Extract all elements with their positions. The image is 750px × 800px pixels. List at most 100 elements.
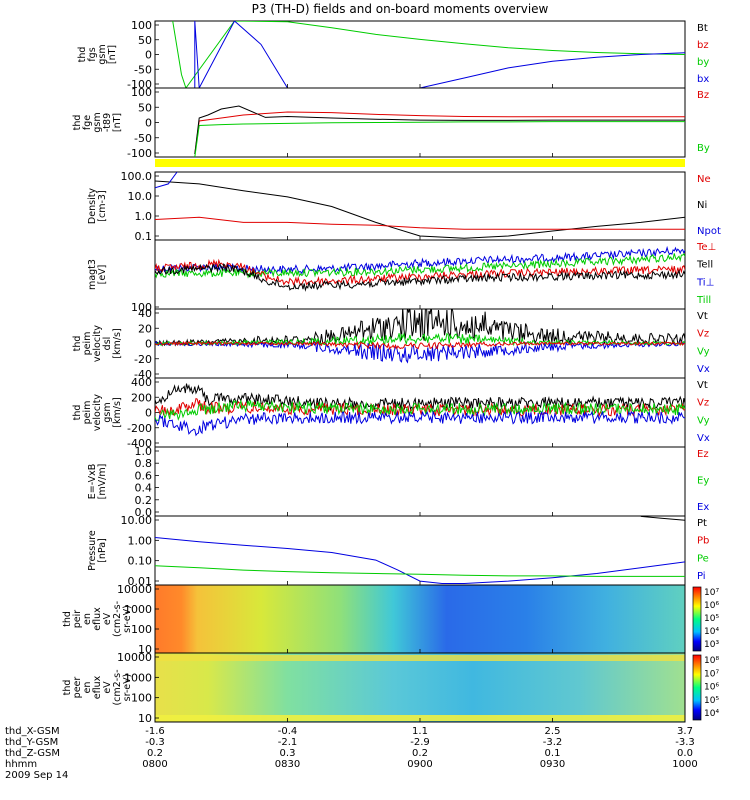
y-tick-label: 10000 bbox=[117, 583, 152, 596]
panel-pressure: 10.00 1.00 0.10 0.01 Pressure [nPa] Pt Pb Pe Pi bbox=[87, 514, 709, 588]
legend-label: Ni bbox=[697, 200, 707, 211]
y-axis-label-line: [nT] bbox=[107, 45, 118, 64]
y-axis-label-line: thd bbox=[77, 47, 88, 63]
y-tick-label: 20 bbox=[138, 322, 152, 335]
x-axis-value: 0800 bbox=[142, 759, 167, 770]
y-axis-label-line: sr-eV) bbox=[122, 605, 133, 633]
colorbar bbox=[692, 654, 702, 721]
y-axis-label: thd fge gsm -t89 [nT] bbox=[72, 112, 123, 132]
y-axis-label-line: thd bbox=[62, 611, 73, 627]
series-Vt bbox=[155, 383, 685, 412]
series-Vt bbox=[155, 309, 685, 347]
y-axis-label-line: eV bbox=[102, 681, 113, 694]
y-tick-label: 0.10 bbox=[128, 555, 153, 568]
y-axis-label-line: peer bbox=[72, 677, 83, 699]
colorbar-tick-label: 10⁷ bbox=[704, 588, 719, 598]
colorbar bbox=[692, 586, 702, 652]
y-axis-label: thd peim velocity gsm [km/s] bbox=[72, 394, 123, 432]
y-axis-label-line: sr-eV) bbox=[122, 674, 133, 702]
legend-label: Ey bbox=[697, 476, 709, 487]
panel-frame bbox=[154, 171, 686, 241]
y-axis-label-line: [nPa] bbox=[97, 538, 108, 563]
series-Te⊥ bbox=[155, 258, 685, 287]
y-tick-label: -50 bbox=[134, 63, 152, 76]
legend-label: Pb bbox=[697, 536, 709, 547]
y-tick-label: 50 bbox=[138, 101, 152, 114]
y-axis-label-line: -t89 bbox=[102, 113, 113, 132]
colorbar-tick-label: 10⁴ bbox=[704, 709, 719, 719]
y-axis-label-line: eV bbox=[102, 612, 113, 625]
y-axis-label-line: thd bbox=[72, 405, 83, 421]
series-Vz bbox=[155, 340, 685, 351]
series-by bbox=[172, 21, 685, 88]
x-axis-value: 3.7 bbox=[677, 726, 693, 737]
panel-frame bbox=[154, 446, 686, 517]
legend-label: Till bbox=[696, 295, 711, 306]
series-Ti⊥ bbox=[155, 245, 685, 275]
legend-label: Vy bbox=[697, 415, 710, 426]
y-tick-label: -40 bbox=[134, 368, 152, 381]
panel-density: 100.0 10.0 1.0 0.1 Density [cm-3] Ne Ni Npot bbox=[87, 170, 721, 243]
y-axis-label: thd fgs gsm [nT] bbox=[77, 44, 118, 64]
legend-label: Vx bbox=[697, 364, 710, 375]
y-tick-label: 10 bbox=[138, 643, 152, 656]
y-tick-label: 100.0 bbox=[121, 170, 153, 183]
y-tick-label: 100 bbox=[131, 692, 152, 705]
series-Bt bbox=[194, 105, 685, 155]
y-axis-label-line: velocity bbox=[92, 325, 103, 363]
y-axis-label-line: en bbox=[82, 682, 93, 694]
y-tick-label: 50 bbox=[138, 34, 152, 47]
y-tick-label: 1.0 bbox=[135, 210, 153, 223]
series-Vx bbox=[155, 340, 685, 364]
mode-indicator-bar bbox=[155, 159, 685, 167]
y-tick-label: 0.0 bbox=[135, 506, 153, 519]
series-Pe bbox=[155, 565, 685, 577]
y-tick-label: 1000 bbox=[124, 603, 152, 616]
y-tick-label: 10 bbox=[138, 712, 152, 725]
panel-temperature: 100 magt3 [eV] Te⊥ Tell Ti⊥ Till bbox=[87, 239, 716, 314]
y-tick-label: 10.00 bbox=[121, 514, 153, 527]
x-axis-row-label: thd_X-GSM bbox=[5, 726, 60, 737]
legend-label: Vz bbox=[697, 398, 709, 409]
y-axis-label-line: velocity bbox=[92, 394, 103, 432]
legend-label: Vx bbox=[697, 433, 710, 444]
series-Till bbox=[155, 253, 685, 279]
y-tick-label: 100 bbox=[131, 19, 152, 32]
y-axis-label: thd peer en eflux eV (cm2-s-sr-eV) bbox=[62, 669, 133, 705]
y-axis-label: Pressure [nPa] bbox=[87, 530, 108, 571]
panel-ion-spectrogram: 10⁷ 10⁶ 10⁵ 10⁴ 10³ 10000 1000 100 10 thd peir en ef… bbox=[62, 583, 719, 656]
y-axis-label-line: E=-VxB bbox=[87, 464, 98, 499]
x-axis-value: 0.1 bbox=[545, 748, 561, 759]
series-Tell bbox=[155, 263, 685, 292]
y-axis-label-line: [cm-3] bbox=[97, 190, 108, 221]
y-axis-label-line: peim bbox=[82, 401, 93, 425]
legend-label: Ex bbox=[697, 502, 709, 513]
y-tick-label: 0.4 bbox=[135, 482, 153, 495]
y-tick-label: 0.2 bbox=[135, 494, 153, 507]
legend-label: Bt bbox=[697, 23, 708, 34]
y-axis-label-line: magt3 bbox=[87, 259, 98, 290]
series-Ne bbox=[155, 216, 685, 230]
y-axis-label-line: [eV] bbox=[97, 265, 108, 285]
x-axis-value: 0.2 bbox=[412, 748, 428, 759]
figure-title: P3 (TH-D) fields and on-board moments ov… bbox=[252, 2, 549, 16]
legend-label: Ez bbox=[697, 449, 709, 460]
legend-label: Bz bbox=[697, 90, 709, 101]
legend-label: Pt bbox=[697, 518, 707, 529]
y-axis-label-line: gsm bbox=[102, 402, 113, 422]
y-tick-label: 200 bbox=[131, 391, 152, 404]
colorbar-tick-label: 10⁴ bbox=[704, 627, 719, 637]
x-axis-value: -1.6 bbox=[145, 726, 165, 737]
x-axis-row-label: hhmm bbox=[5, 759, 37, 770]
x-axis-value: 0830 bbox=[275, 759, 300, 770]
y-tick-label: 1.00 bbox=[128, 534, 153, 547]
x-axis-row-label: thd_Y-GSM bbox=[5, 737, 58, 748]
y-tick-label: -400 bbox=[127, 437, 152, 450]
y-tick-label: 100 bbox=[131, 86, 152, 99]
legend-label: Te⊥ bbox=[696, 242, 716, 253]
x-axis-value: 1000 bbox=[672, 759, 697, 770]
y-tick-label: -100 bbox=[127, 78, 152, 91]
y-tick-label: 0.1 bbox=[135, 230, 153, 243]
legend-label: By bbox=[697, 143, 710, 154]
